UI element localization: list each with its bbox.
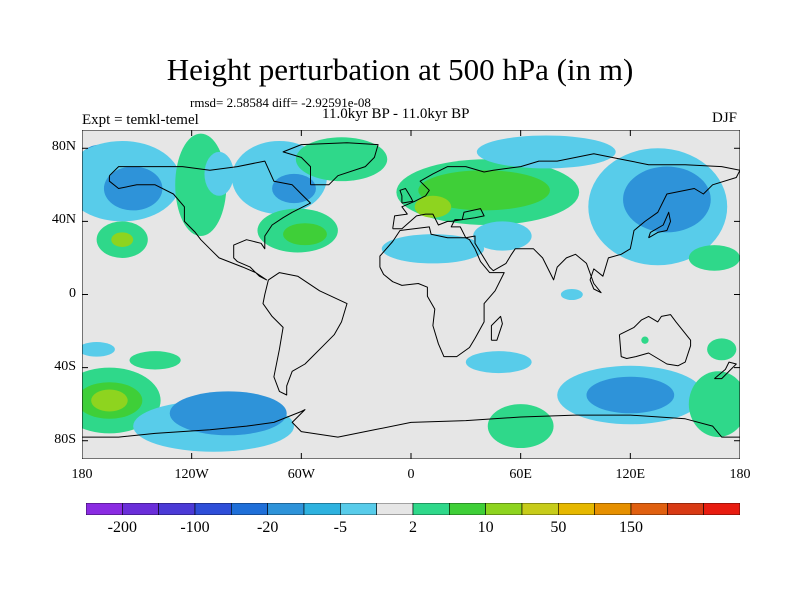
lat-label: 80N (51, 139, 76, 155)
coastline-eurasia (392, 153, 740, 294)
anomaly-region (414, 195, 452, 218)
colorbar-swatch (412, 503, 450, 515)
anomaly-region (272, 173, 316, 204)
colorbar-label: 150 (619, 519, 643, 536)
lat-label: 40N (51, 212, 76, 228)
colorbar-swatch (485, 503, 523, 515)
coastline-south-america (262, 272, 348, 396)
anomaly-region (707, 338, 737, 361)
anomaly-region (381, 234, 485, 264)
colorbar (86, 503, 740, 515)
colorbar-label: 50 (550, 519, 567, 536)
anomaly-region (476, 135, 616, 169)
colorbar-swatch (521, 503, 559, 515)
colorbar-label: -100 (180, 519, 210, 536)
colorbar-swatch (376, 503, 414, 515)
colorbar-swatch (158, 503, 196, 515)
coastline-greenland (282, 142, 379, 186)
lat-label: 80S (54, 431, 76, 447)
lat-label: 40S (54, 358, 76, 374)
lon-label: 120W (174, 467, 209, 482)
colorbar-swatch (703, 503, 740, 515)
lon-label: 180 (729, 467, 751, 482)
coastline-uk (399, 188, 414, 204)
coastline-madagascar (490, 315, 503, 341)
anomaly-contours (82, 133, 740, 452)
season-label: DJF (712, 110, 738, 126)
lat-label: 0 (69, 285, 76, 301)
coastline-antarctica (82, 409, 740, 438)
plot-title: Height perturbation at 500 hPa (in m) (166, 52, 634, 87)
anomaly-region (169, 391, 287, 436)
colorbar-swatch (194, 503, 232, 515)
anomaly-region (688, 245, 740, 271)
anomaly-region (295, 137, 388, 182)
lon-label: 180 (71, 467, 93, 482)
anomaly-region (623, 166, 711, 233)
colorbar-label: -20 (256, 519, 279, 536)
anomaly-region (473, 221, 532, 251)
coastline-africa (379, 226, 505, 358)
coastlines (82, 142, 740, 438)
colorbar-swatch (267, 503, 305, 515)
anomaly-map (82, 130, 740, 459)
period-label: 11.0kyr BP - 11.0kyr BP (322, 106, 470, 122)
lon-label: 120E (615, 467, 646, 482)
colorbar-swatch (231, 503, 268, 515)
coastline-north-america (108, 160, 311, 281)
colorbar-swatch (340, 503, 377, 515)
coastline-new-zealand (714, 361, 737, 380)
colorbar-swatch (558, 503, 595, 515)
anomaly-region (103, 166, 163, 211)
lon-label: 0 (407, 467, 415, 482)
anomaly-region (129, 351, 181, 370)
axis-ticks (82, 130, 740, 459)
colorbar-swatch (594, 503, 632, 515)
colorbar-swatch (303, 503, 341, 515)
anomaly-region (465, 351, 532, 374)
anomaly-region (560, 289, 583, 300)
anomaly-region (111, 232, 134, 247)
lon-label: 60W (287, 467, 315, 482)
anomaly-region (487, 404, 554, 449)
anomaly-region (418, 170, 550, 211)
anomaly-region (641, 336, 649, 344)
lon-label: 60E (509, 467, 532, 482)
colorbar-swatch (630, 503, 668, 515)
anomaly-region (688, 371, 740, 438)
experiment-label: Expt = temkl-temel (82, 112, 199, 128)
colorbar-swatch (122, 503, 159, 515)
anomaly-region (586, 376, 675, 414)
colorbar-label: 10 (477, 519, 494, 536)
anomaly-region (82, 342, 115, 357)
colorbar-label: -200 (107, 519, 137, 536)
colorbar-label: -5 (333, 519, 347, 536)
coastline-japan (648, 211, 671, 239)
colorbar-label: 2 (409, 519, 417, 536)
colorbar-swatch (86, 503, 123, 515)
colorbar-swatch (449, 503, 486, 515)
anomaly-region (204, 151, 234, 196)
anomaly-region (283, 223, 327, 246)
colorbar-swatch (667, 503, 704, 515)
coastline-australia (618, 314, 692, 367)
anomaly-region (91, 389, 128, 412)
rmsd-diff-stats: rmsd= 2.58584 diff= -2.92591e-08 (190, 95, 371, 110)
